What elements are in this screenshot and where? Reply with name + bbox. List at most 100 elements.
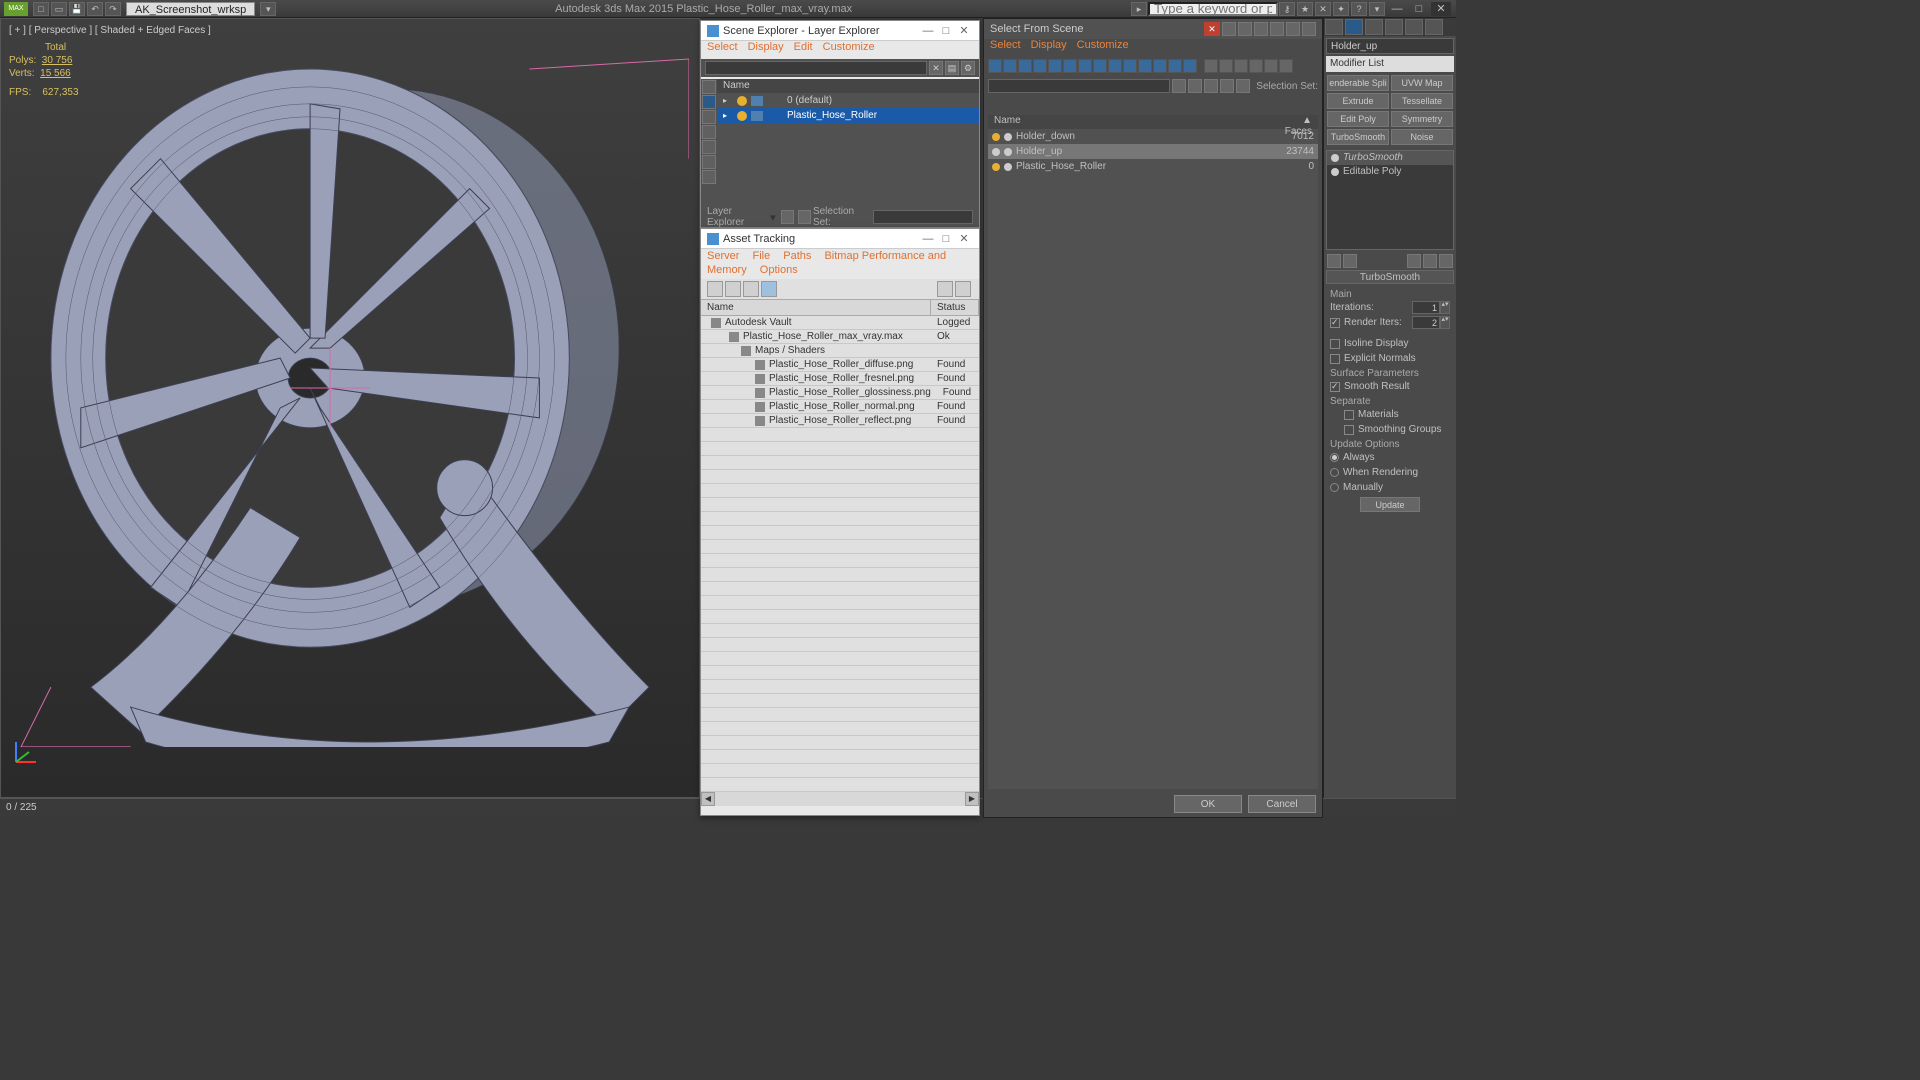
help-icon[interactable]: ? (1351, 2, 1367, 16)
close-button[interactable]: ✕ (1431, 2, 1451, 16)
clear-icon[interactable] (1172, 79, 1186, 93)
sfs-tool-icon[interactable] (988, 59, 1002, 73)
selection-set-input[interactable] (873, 210, 973, 224)
sfs-hdr-icon[interactable] (1270, 22, 1284, 36)
layer-row[interactable]: ▸Plastic_Hose_Roller (717, 108, 979, 123)
visibility-dot-icon[interactable] (992, 163, 1000, 171)
asset-row[interactable]: Plastic_Hose_Roller_fresnel.pngFound (701, 372, 979, 386)
sfs-hdr-icon[interactable] (1222, 22, 1236, 36)
sfs-tool-icon[interactable] (1138, 59, 1152, 73)
maximize-button[interactable]: □ (1409, 2, 1429, 16)
pin-stack-icon[interactable] (1327, 254, 1341, 268)
asset-grid-header[interactable]: Name Status (701, 300, 979, 316)
explicit-checkbox[interactable] (1330, 354, 1340, 364)
sfs-tool-icon[interactable] (1249, 59, 1263, 73)
asset-row[interactable]: Maps / Shaders (701, 344, 979, 358)
iterations-input[interactable] (1412, 301, 1440, 314)
remove-mod-icon[interactable] (1423, 254, 1437, 268)
visibility-bulb-icon[interactable] (737, 96, 747, 106)
side-btn[interactable] (702, 110, 716, 124)
maximize-icon[interactable]: □ (937, 233, 955, 245)
render-iters-input[interactable] (1412, 316, 1440, 329)
clear-filter-icon[interactable]: ✕ (929, 61, 943, 75)
filter-type-icon[interactable]: ▤ (945, 61, 959, 75)
sfs-tool-icon[interactable] (1153, 59, 1167, 73)
spinner-icon[interactable]: ▴▾ (1440, 301, 1450, 314)
view-icon[interactable] (1204, 79, 1218, 93)
asset-row[interactable]: Plastic_Hose_Roller_glossiness.pngFound (701, 386, 979, 400)
modifier-bulb-icon[interactable] (1331, 154, 1339, 162)
star-icon[interactable]: ★ (1297, 2, 1313, 16)
modifier-button[interactable]: Extrude (1327, 93, 1389, 109)
scene-explorer-window[interactable]: Scene Explorer - Layer Explorer — □ ✕ Se… (700, 20, 980, 228)
smoothing-groups-checkbox[interactable] (1344, 425, 1354, 435)
sfs-hdr-icon[interactable] (1254, 22, 1268, 36)
menu-item[interactable]: Display (748, 41, 784, 53)
workspace-arrow-icon[interactable]: ▾ (260, 2, 276, 16)
at-opts-icon[interactable] (955, 281, 971, 297)
cancel-button[interactable]: Cancel (1248, 795, 1316, 813)
asset-tracking-window[interactable]: Asset Tracking — □ ✕ Server File Paths B… (700, 228, 980, 816)
sfs-filter-input[interactable] (988, 79, 1170, 93)
viewport-label[interactable]: [ + ] [ Perspective ] [ Shaded + Edged F… (9, 25, 211, 36)
minimize-icon[interactable]: — (919, 233, 937, 245)
scroll-right-icon[interactable]: ▶ (965, 792, 979, 806)
asset-scrollbar[interactable]: ◀ ▶ (701, 792, 979, 806)
tab-motion-icon[interactable] (1385, 19, 1403, 35)
sfs-tool-icon[interactable] (1264, 59, 1278, 73)
view-icon[interactable] (1236, 79, 1250, 93)
sfs-tool-icon[interactable] (1003, 59, 1017, 73)
menu-item[interactable]: Display (1031, 39, 1067, 51)
modifier-bulb-icon[interactable] (1331, 168, 1339, 176)
side-btn[interactable] (702, 170, 716, 184)
at-tool-icon[interactable] (707, 281, 723, 297)
asset-tracking-titlebar[interactable]: Asset Tracking — □ ✕ (701, 229, 979, 249)
scene-object-row[interactable]: Holder_down7012 (988, 129, 1318, 144)
visibility-bulb-icon[interactable] (737, 111, 747, 121)
workspace-dropdown[interactable]: AK_Screenshot_wrksp (126, 2, 255, 16)
side-btn[interactable] (702, 95, 716, 109)
sfs-tool-icon[interactable] (1168, 59, 1182, 73)
scene-filter-input[interactable] (705, 61, 927, 75)
sfs-tool-icon[interactable] (1018, 59, 1032, 73)
side-btn[interactable] (702, 125, 716, 139)
at-tool-icon[interactable] (725, 281, 741, 297)
at-tool-icon[interactable] (761, 281, 777, 297)
asset-row[interactable]: Plastic_Hose_Roller_reflect.pngFound (701, 414, 979, 428)
materials-checkbox[interactable] (1344, 410, 1354, 420)
maximize-icon[interactable]: □ (937, 25, 955, 37)
ok-button[interactable]: OK (1174, 795, 1242, 813)
rollout-header[interactable]: TurboSmooth (1326, 270, 1454, 284)
visibility-dot-icon[interactable] (992, 148, 1000, 156)
undo-icon[interactable]: ↶ (87, 2, 103, 16)
new-icon[interactable]: □ (33, 2, 49, 16)
search-input[interactable] (1148, 2, 1278, 16)
asset-row[interactable]: Plastic_Hose_Roller_diffuse.pngFound (701, 358, 979, 372)
when-rendering-radio[interactable] (1330, 468, 1339, 477)
spinner-icon[interactable]: ▴▾ (1440, 316, 1450, 329)
show-end-icon[interactable] (1343, 254, 1357, 268)
modifier-list-dropdown[interactable]: Modifier List (1326, 56, 1454, 72)
sfs-menu[interactable]: SelectDisplayCustomize (984, 39, 1322, 57)
sfs-tool-icon[interactable] (1204, 59, 1218, 73)
menu-item[interactable]: Select (707, 41, 738, 53)
scroll-left-icon[interactable]: ◀ (701, 792, 715, 806)
at-refresh-icon[interactable] (937, 281, 953, 297)
modifier-button[interactable]: Noise (1391, 129, 1453, 145)
sfs-tool-icon[interactable] (1234, 59, 1248, 73)
object-name-field[interactable]: Holder_up (1326, 38, 1454, 54)
sfs-grid-header[interactable]: Name ▲ Faces (988, 115, 1318, 129)
side-btn[interactable] (702, 80, 716, 94)
make-unique-icon[interactable] (1407, 254, 1421, 268)
at-tool-icon[interactable] (743, 281, 759, 297)
manually-radio[interactable] (1330, 483, 1339, 492)
freeze-dot-icon[interactable] (1004, 163, 1012, 171)
sfs-tool-icon[interactable] (1093, 59, 1107, 73)
redo-icon[interactable]: ↷ (105, 2, 121, 16)
sfs-header[interactable]: Select From Scene ✕ (984, 19, 1322, 39)
info-icon[interactable]: ▸ (1131, 2, 1147, 16)
sfs-tool-icon[interactable] (1279, 59, 1293, 73)
modifier-button[interactable]: Symmetry (1391, 111, 1453, 127)
menu-item[interactable]: Select (990, 39, 1021, 51)
minimize-button[interactable]: — (1387, 2, 1407, 16)
